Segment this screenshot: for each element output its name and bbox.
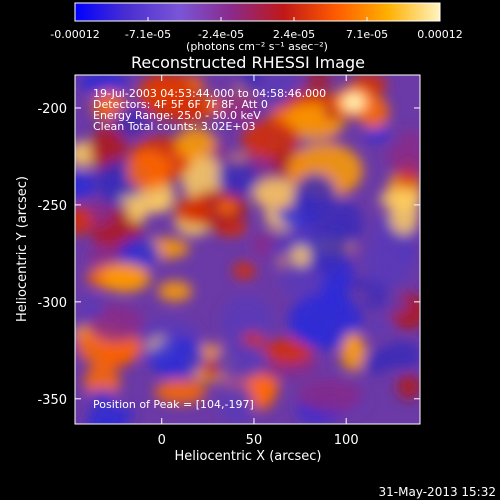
y-tick-label: -300 xyxy=(37,296,67,311)
colorbar-tick-label: 0.00012 xyxy=(417,28,463,41)
plot-frame xyxy=(74,74,421,425)
x-tick-label: 100 xyxy=(334,433,359,448)
colorbar-tick-label: 7.1e-05 xyxy=(346,28,388,41)
x-tick-label: 50 xyxy=(246,433,263,448)
annotation-line: Clean Total counts: 3.02E+03 xyxy=(93,120,256,133)
y-axis: -200 -250 -300 -350 xyxy=(37,102,420,408)
colorbar-tick-label: -2.4e-05 xyxy=(198,28,244,41)
colorbar-gradient xyxy=(74,2,441,22)
annotation-block: 19-Jul-2003 04:53:44.000 to 04:58:46.000… xyxy=(93,87,326,133)
colorbar: -0.00012 -7.1e-05 -2.4e-05 2.4e-05 7.1e-05 0.… xyxy=(50,2,463,53)
annotation-line: 19-Jul-2003 04:53:44.000 to 04:58:46.000 xyxy=(93,87,326,100)
x-axis-label: Heliocentric X (arcsec) xyxy=(175,449,322,464)
y-tick-label: -350 xyxy=(37,393,67,408)
x-tick-label: 0 xyxy=(158,433,166,448)
heatmap-image xyxy=(75,75,420,424)
annotation-line: Detectors: 4F 5F 6F 7F 8F, Att 0 xyxy=(93,98,268,111)
colorbar-ticks: -0.00012 -7.1e-05 -2.4e-05 2.4e-05 7.1e-05 0.… xyxy=(50,17,463,41)
x-axis: 0 50 100 xyxy=(158,75,359,448)
colorbar-unit-label: (photons cm⁻² s⁻¹ asec⁻²) xyxy=(186,40,328,53)
y-tick-label: -250 xyxy=(37,199,67,214)
y-tick-label: -200 xyxy=(37,102,67,117)
annotation-line: Energy Range: 25.0 - 50.0 keV xyxy=(93,109,261,122)
peak-position-label: Position of Peak = [104,-197] xyxy=(93,398,254,411)
footer-timestamp: 31-May-2013 15:32 xyxy=(379,485,496,499)
y-axis-label: Heliocentric Y (arcsec) xyxy=(15,176,30,322)
colorbar-tick-label: -0.00012 xyxy=(50,28,99,41)
colorbar-tick-label: 2.4e-05 xyxy=(273,28,315,41)
chart-title: Reconstructed RHESSI Image xyxy=(131,53,365,72)
colorbar-tick-label: -7.1e-05 xyxy=(125,28,171,41)
